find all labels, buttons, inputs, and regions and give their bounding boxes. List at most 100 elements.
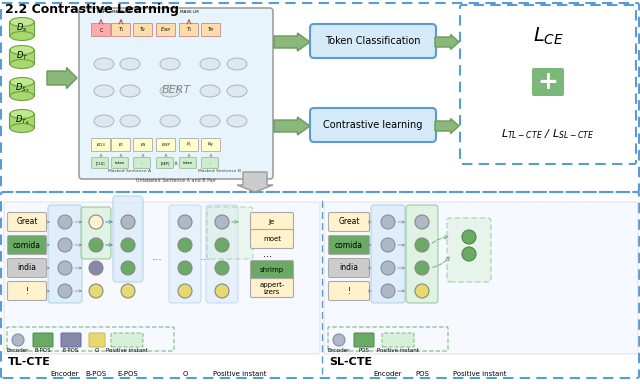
FancyBboxPatch shape — [10, 22, 35, 36]
Text: Encoder: Encoder — [374, 371, 403, 377]
Circle shape — [58, 238, 72, 252]
Circle shape — [89, 215, 103, 229]
Text: POS: POS — [415, 371, 429, 377]
Text: 2.2 Contrastive Learning: 2.2 Contrastive Learning — [5, 3, 179, 16]
FancyBboxPatch shape — [328, 258, 369, 278]
Text: comida: comida — [13, 240, 41, 250]
Circle shape — [415, 284, 429, 298]
FancyBboxPatch shape — [157, 158, 173, 168]
Ellipse shape — [227, 115, 247, 127]
FancyBboxPatch shape — [48, 205, 82, 303]
Text: [SEP]: [SEP] — [160, 161, 170, 165]
FancyBboxPatch shape — [113, 196, 143, 282]
FancyBboxPatch shape — [157, 139, 175, 152]
FancyBboxPatch shape — [10, 114, 35, 129]
Circle shape — [121, 261, 135, 275]
Circle shape — [381, 215, 395, 229]
FancyBboxPatch shape — [250, 278, 294, 298]
Ellipse shape — [120, 85, 140, 97]
Text: Je: Je — [269, 219, 275, 225]
Ellipse shape — [200, 85, 220, 97]
Text: $D_{T_S}$: $D_{T_S}$ — [15, 113, 29, 127]
FancyBboxPatch shape — [180, 158, 196, 168]
FancyBboxPatch shape — [61, 333, 81, 347]
FancyBboxPatch shape — [4, 202, 320, 354]
Ellipse shape — [160, 58, 180, 70]
Circle shape — [12, 334, 24, 346]
FancyBboxPatch shape — [202, 139, 221, 152]
Text: Masked Sentence A: Masked Sentence A — [109, 169, 152, 173]
Ellipse shape — [227, 85, 247, 97]
Text: india: india — [17, 263, 36, 273]
Text: Unlabeled Sentence A and B Pair: Unlabeled Sentence A and B Pair — [136, 178, 216, 183]
Circle shape — [415, 238, 429, 252]
FancyBboxPatch shape — [134, 139, 152, 152]
Text: Positive instant: Positive instant — [213, 371, 267, 377]
FancyBboxPatch shape — [89, 333, 105, 347]
Ellipse shape — [120, 115, 140, 127]
Circle shape — [215, 284, 229, 298]
Circle shape — [462, 247, 476, 261]
Text: E-POS: E-POS — [63, 349, 79, 354]
Text: Token Classification: Token Classification — [325, 36, 420, 46]
Ellipse shape — [94, 85, 114, 97]
Ellipse shape — [10, 18, 34, 26]
Ellipse shape — [94, 58, 114, 70]
Circle shape — [89, 261, 103, 275]
Text: ...: ... — [264, 249, 273, 259]
Text: $L_{CE}$: $L_{CE}$ — [532, 25, 563, 46]
Text: appert-
izers: appert- izers — [259, 281, 285, 295]
FancyBboxPatch shape — [8, 235, 47, 255]
Text: ...: ... — [152, 252, 163, 262]
Circle shape — [215, 261, 229, 275]
FancyBboxPatch shape — [8, 212, 47, 232]
Text: BERT: BERT — [161, 85, 191, 95]
FancyBboxPatch shape — [157, 23, 175, 36]
Text: moet: moet — [263, 236, 281, 242]
Circle shape — [89, 284, 103, 298]
Circle shape — [58, 215, 72, 229]
Ellipse shape — [200, 58, 220, 70]
Text: token: token — [183, 161, 193, 165]
Circle shape — [121, 284, 135, 298]
Circle shape — [415, 215, 429, 229]
Circle shape — [215, 215, 229, 229]
Text: Encoder: Encoder — [7, 349, 29, 354]
Text: C: C — [99, 28, 102, 33]
FancyBboxPatch shape — [202, 23, 221, 36]
Circle shape — [215, 238, 229, 252]
FancyBboxPatch shape — [92, 158, 108, 168]
Circle shape — [121, 215, 135, 229]
FancyBboxPatch shape — [371, 205, 405, 303]
FancyBboxPatch shape — [310, 24, 436, 58]
Text: B-POS: B-POS — [35, 349, 51, 354]
Ellipse shape — [120, 58, 140, 70]
Text: token: token — [115, 161, 125, 165]
FancyBboxPatch shape — [250, 212, 294, 232]
Text: Positive instant: Positive instant — [106, 349, 148, 354]
Ellipse shape — [10, 109, 34, 119]
Circle shape — [462, 230, 476, 244]
Circle shape — [178, 238, 192, 252]
FancyBboxPatch shape — [250, 260, 294, 280]
Text: E-POS: E-POS — [118, 371, 138, 377]
FancyArrow shape — [435, 35, 459, 50]
Circle shape — [178, 261, 192, 275]
Circle shape — [333, 334, 345, 346]
FancyBboxPatch shape — [382, 333, 414, 347]
Text: ...: ... — [208, 161, 212, 165]
Text: !: ! — [348, 286, 351, 296]
FancyBboxPatch shape — [81, 207, 111, 259]
Text: $E_M'$: $E_M'$ — [207, 141, 214, 149]
FancyBboxPatch shape — [202, 158, 218, 168]
FancyBboxPatch shape — [134, 23, 152, 36]
FancyArrow shape — [237, 172, 273, 192]
FancyArrow shape — [435, 119, 459, 134]
Text: $L_{TL-CTE}$ / $L_{SL-CTE}$: $L_{TL-CTE}$ / $L_{SL-CTE}$ — [501, 127, 595, 141]
Text: india: india — [339, 263, 358, 273]
Ellipse shape — [10, 31, 34, 40]
Circle shape — [381, 238, 395, 252]
Text: TL-CTE: TL-CTE — [8, 357, 51, 367]
FancyBboxPatch shape — [328, 235, 369, 255]
FancyBboxPatch shape — [310, 108, 436, 142]
